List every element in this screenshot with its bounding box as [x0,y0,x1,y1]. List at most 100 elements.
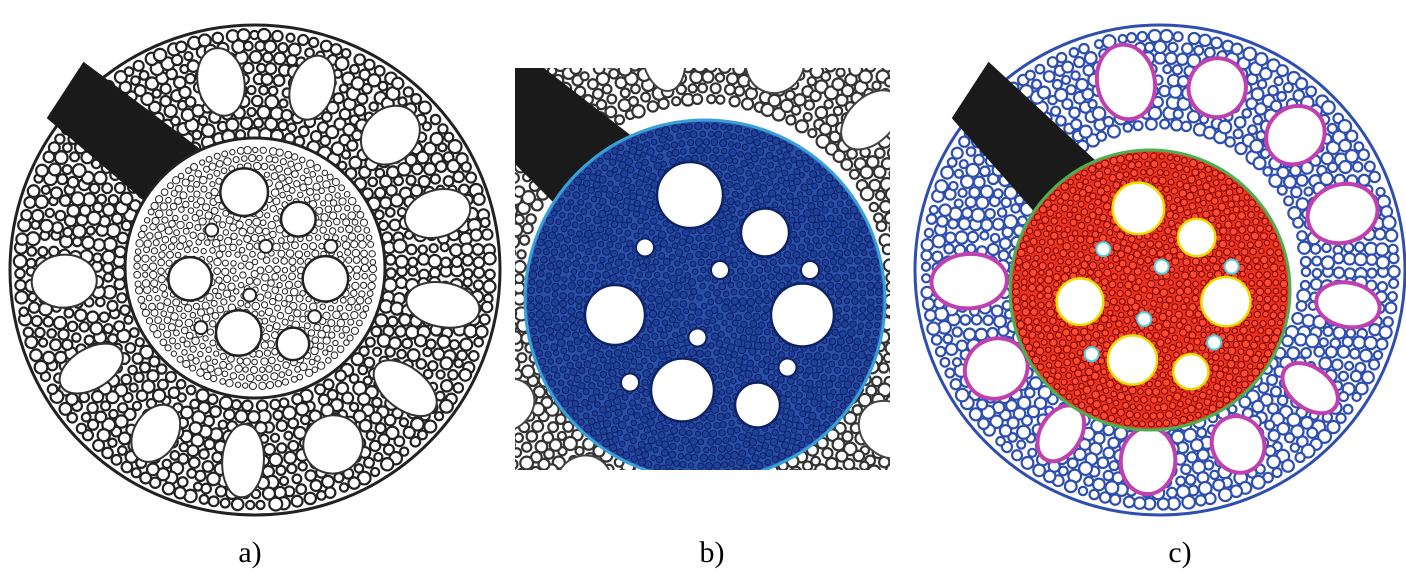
stele-cell [734,183,741,190]
stele-cell [197,309,204,316]
cell [500,164,511,175]
cell [884,354,892,362]
stele-cell [690,148,696,154]
stele-cell [588,368,595,375]
stele-cell [735,444,741,450]
cell [419,176,430,187]
stele-cell [664,300,671,307]
stele-cell [760,176,765,181]
stele-cell [695,139,702,146]
cell [566,54,575,63]
stele-cell [608,393,615,400]
stele-cell [271,173,278,180]
cell [87,311,98,322]
stele-cell [171,313,178,320]
stele-cell [615,409,622,416]
stele-cell [541,256,548,263]
stele-cell [855,257,862,264]
stele-cell [540,335,547,342]
cell [630,61,639,70]
stele-cell [327,346,333,352]
cell [517,250,525,258]
cell [576,46,588,58]
stele-cell [689,349,697,357]
stele-cell [727,198,734,205]
stele-cell [844,229,850,235]
cell [122,462,133,473]
stele-cell [251,270,258,277]
cell [398,97,406,105]
stele-cell [783,267,790,274]
cell [712,488,721,497]
stele-cell [698,439,704,445]
stele-cell [160,339,167,346]
small-vessel [711,261,729,279]
cell [641,480,650,489]
stele-cell [239,247,244,252]
cell [629,97,638,106]
stele-cell [266,366,273,373]
cell [566,519,576,529]
cell [868,509,880,521]
stele-cell [559,253,564,258]
cell [908,458,919,469]
stele-cell [821,375,827,381]
stele-cell [663,258,670,265]
cell [15,269,24,278]
cell [25,336,37,348]
stele-cell [254,278,261,285]
stele-cell [685,273,691,279]
cell [733,485,744,496]
cell [991,234,999,242]
stele-cell [164,317,170,323]
stele-cell [726,445,733,452]
stele-cell [859,282,865,288]
stele-cell [667,135,673,141]
stele-cell [792,416,799,423]
stele-cell [265,213,270,218]
stele-cell [238,300,244,306]
stele-cell [584,361,591,368]
cell [677,28,689,40]
cell [808,40,820,52]
cell [284,452,296,464]
cell [594,63,605,74]
stele-cell [194,191,200,197]
stele-cell [292,242,299,249]
stele-cell [329,332,335,338]
stele-cell [746,253,752,259]
cell [870,203,878,211]
stele-cell [823,353,830,360]
stele-cell [268,280,275,287]
stele-cell [683,265,688,270]
stele-cell [849,352,856,359]
cell [492,348,502,358]
stele-cell [546,217,553,224]
cell [600,512,608,520]
cell [1297,290,1310,303]
stele-cell [573,206,579,212]
stele-cell [670,158,677,165]
cell [476,326,488,338]
cell [58,329,68,339]
stele-cell [179,236,187,244]
cell [481,462,491,472]
stele-cell [556,219,561,224]
cell [1282,336,1292,346]
stele-cell [564,374,569,379]
stele-cell [611,235,617,241]
stele-cell [783,180,790,187]
stele-cell [290,266,296,272]
cell [15,291,27,303]
cell [992,306,1003,317]
stele-cell [866,313,873,320]
cell [1004,215,1017,228]
cell [63,228,72,237]
stele-cell [590,210,596,216]
stele-cell [210,248,216,254]
stele-cell [554,324,561,331]
stele-cell [834,409,841,416]
stele-cell [808,229,814,235]
cell [1314,347,1324,357]
stele-cell [808,216,815,223]
